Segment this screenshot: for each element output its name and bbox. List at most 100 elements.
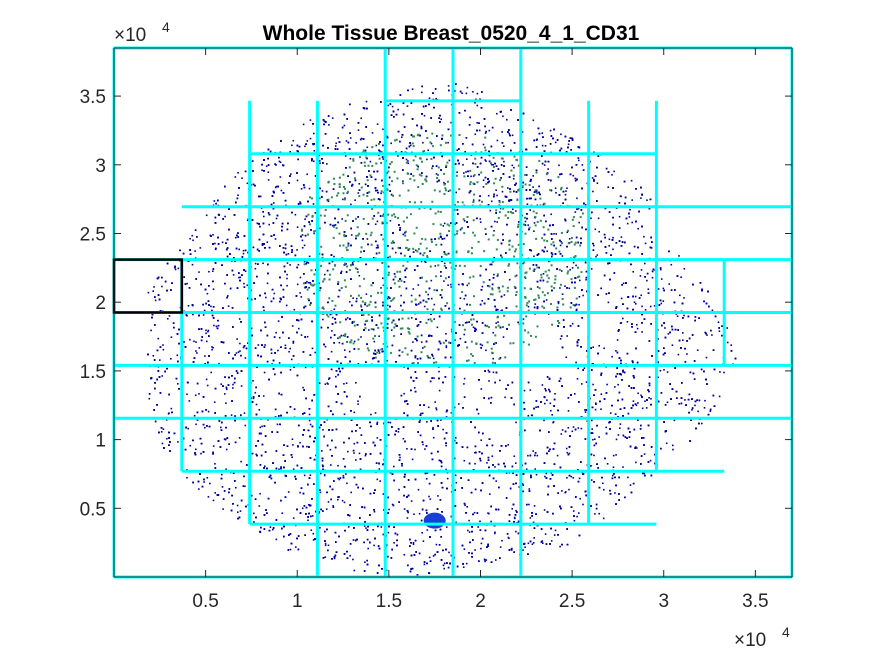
cell-point (554, 393, 556, 395)
cell-point (147, 291, 150, 294)
cell-point (445, 410, 448, 413)
cell-point (342, 198, 344, 201)
cell-point (608, 245, 610, 247)
cell-point (590, 217, 592, 220)
cell-point (319, 472, 322, 475)
cell-point (225, 448, 228, 451)
cell-point (187, 427, 189, 430)
cell-point (581, 164, 584, 166)
cell-point (306, 173, 308, 176)
cell-point (292, 342, 295, 344)
cell-point (324, 556, 327, 558)
cell-point (547, 168, 549, 170)
cell-point (664, 327, 666, 329)
cell-point (427, 293, 429, 296)
cell-point (476, 104, 479, 107)
cell-point (331, 117, 334, 119)
cell-point (366, 238, 369, 240)
cell-point (331, 316, 334, 319)
cell-point (390, 142, 392, 145)
cell-point (433, 318, 435, 320)
cell-point (214, 463, 216, 465)
cell-point (487, 512, 489, 514)
cell-point (240, 385, 243, 387)
cell-point (551, 255, 553, 258)
cell-point (479, 520, 481, 523)
cell-point (427, 149, 429, 152)
cell-point (346, 482, 348, 485)
cell-point (406, 105, 409, 107)
cell-point (472, 199, 475, 201)
cell-point (420, 341, 423, 343)
cell-point (301, 507, 304, 510)
cell-point (568, 488, 570, 491)
cell-point (290, 173, 292, 175)
cell-point (242, 252, 245, 255)
cell-point (492, 371, 495, 374)
cell-point (359, 138, 362, 141)
cell-point (322, 307, 325, 310)
cell-point (379, 480, 381, 482)
cell-point (412, 543, 415, 545)
cell-point (209, 482, 211, 485)
cell-point (612, 454, 615, 457)
cell-point (626, 222, 629, 225)
cell-point (502, 115, 504, 118)
cell-point (340, 270, 343, 273)
cell-point (355, 142, 357, 144)
cell-point (436, 326, 439, 329)
cell-point (286, 277, 288, 280)
cell-point (430, 142, 433, 145)
cell-point (426, 158, 428, 161)
cell-point (162, 428, 165, 430)
cell-point (424, 448, 426, 450)
cell-point (673, 419, 676, 422)
cell-point (432, 355, 434, 357)
cell-point (309, 423, 312, 426)
cell-point (648, 397, 650, 399)
cell-point (560, 241, 562, 243)
cell-point (542, 273, 545, 275)
cell-point (591, 177, 594, 179)
cell-point (232, 274, 235, 276)
cell-point (619, 322, 622, 324)
cell-point (287, 253, 290, 255)
cell-point (529, 389, 532, 391)
cell-point (614, 386, 616, 388)
cell-point (515, 274, 518, 277)
cell-point (351, 262, 354, 264)
cell-point (326, 163, 328, 165)
cell-point (496, 221, 498, 223)
cell-point (225, 468, 227, 470)
cell-point (170, 336, 173, 338)
cell-point (308, 413, 311, 416)
cell-point (166, 437, 168, 440)
cell-point (573, 519, 576, 522)
cell-point (406, 517, 409, 519)
cell-point (606, 383, 608, 386)
cell-point (533, 222, 536, 224)
cell-point (373, 544, 375, 547)
cell-point (528, 488, 531, 490)
cell-point (513, 166, 515, 169)
cell-point (494, 466, 496, 468)
cell-point (565, 491, 567, 493)
cell-point (497, 309, 499, 311)
cell-point (428, 495, 430, 498)
cell-point (622, 317, 624, 320)
cell-point (154, 299, 157, 302)
cell-point (640, 197, 642, 199)
cell-point (437, 495, 439, 497)
cell-point (670, 263, 673, 266)
cell-point (311, 515, 314, 517)
cell-point (662, 300, 665, 302)
cell-point (442, 564, 445, 567)
cell-point (405, 158, 408, 161)
cell-point (295, 546, 297, 548)
cell-point (359, 427, 361, 429)
cell-point (279, 176, 282, 178)
cell-point (595, 402, 597, 404)
cell-point (438, 389, 441, 392)
cell-point (463, 459, 466, 462)
cell-point (327, 200, 330, 203)
